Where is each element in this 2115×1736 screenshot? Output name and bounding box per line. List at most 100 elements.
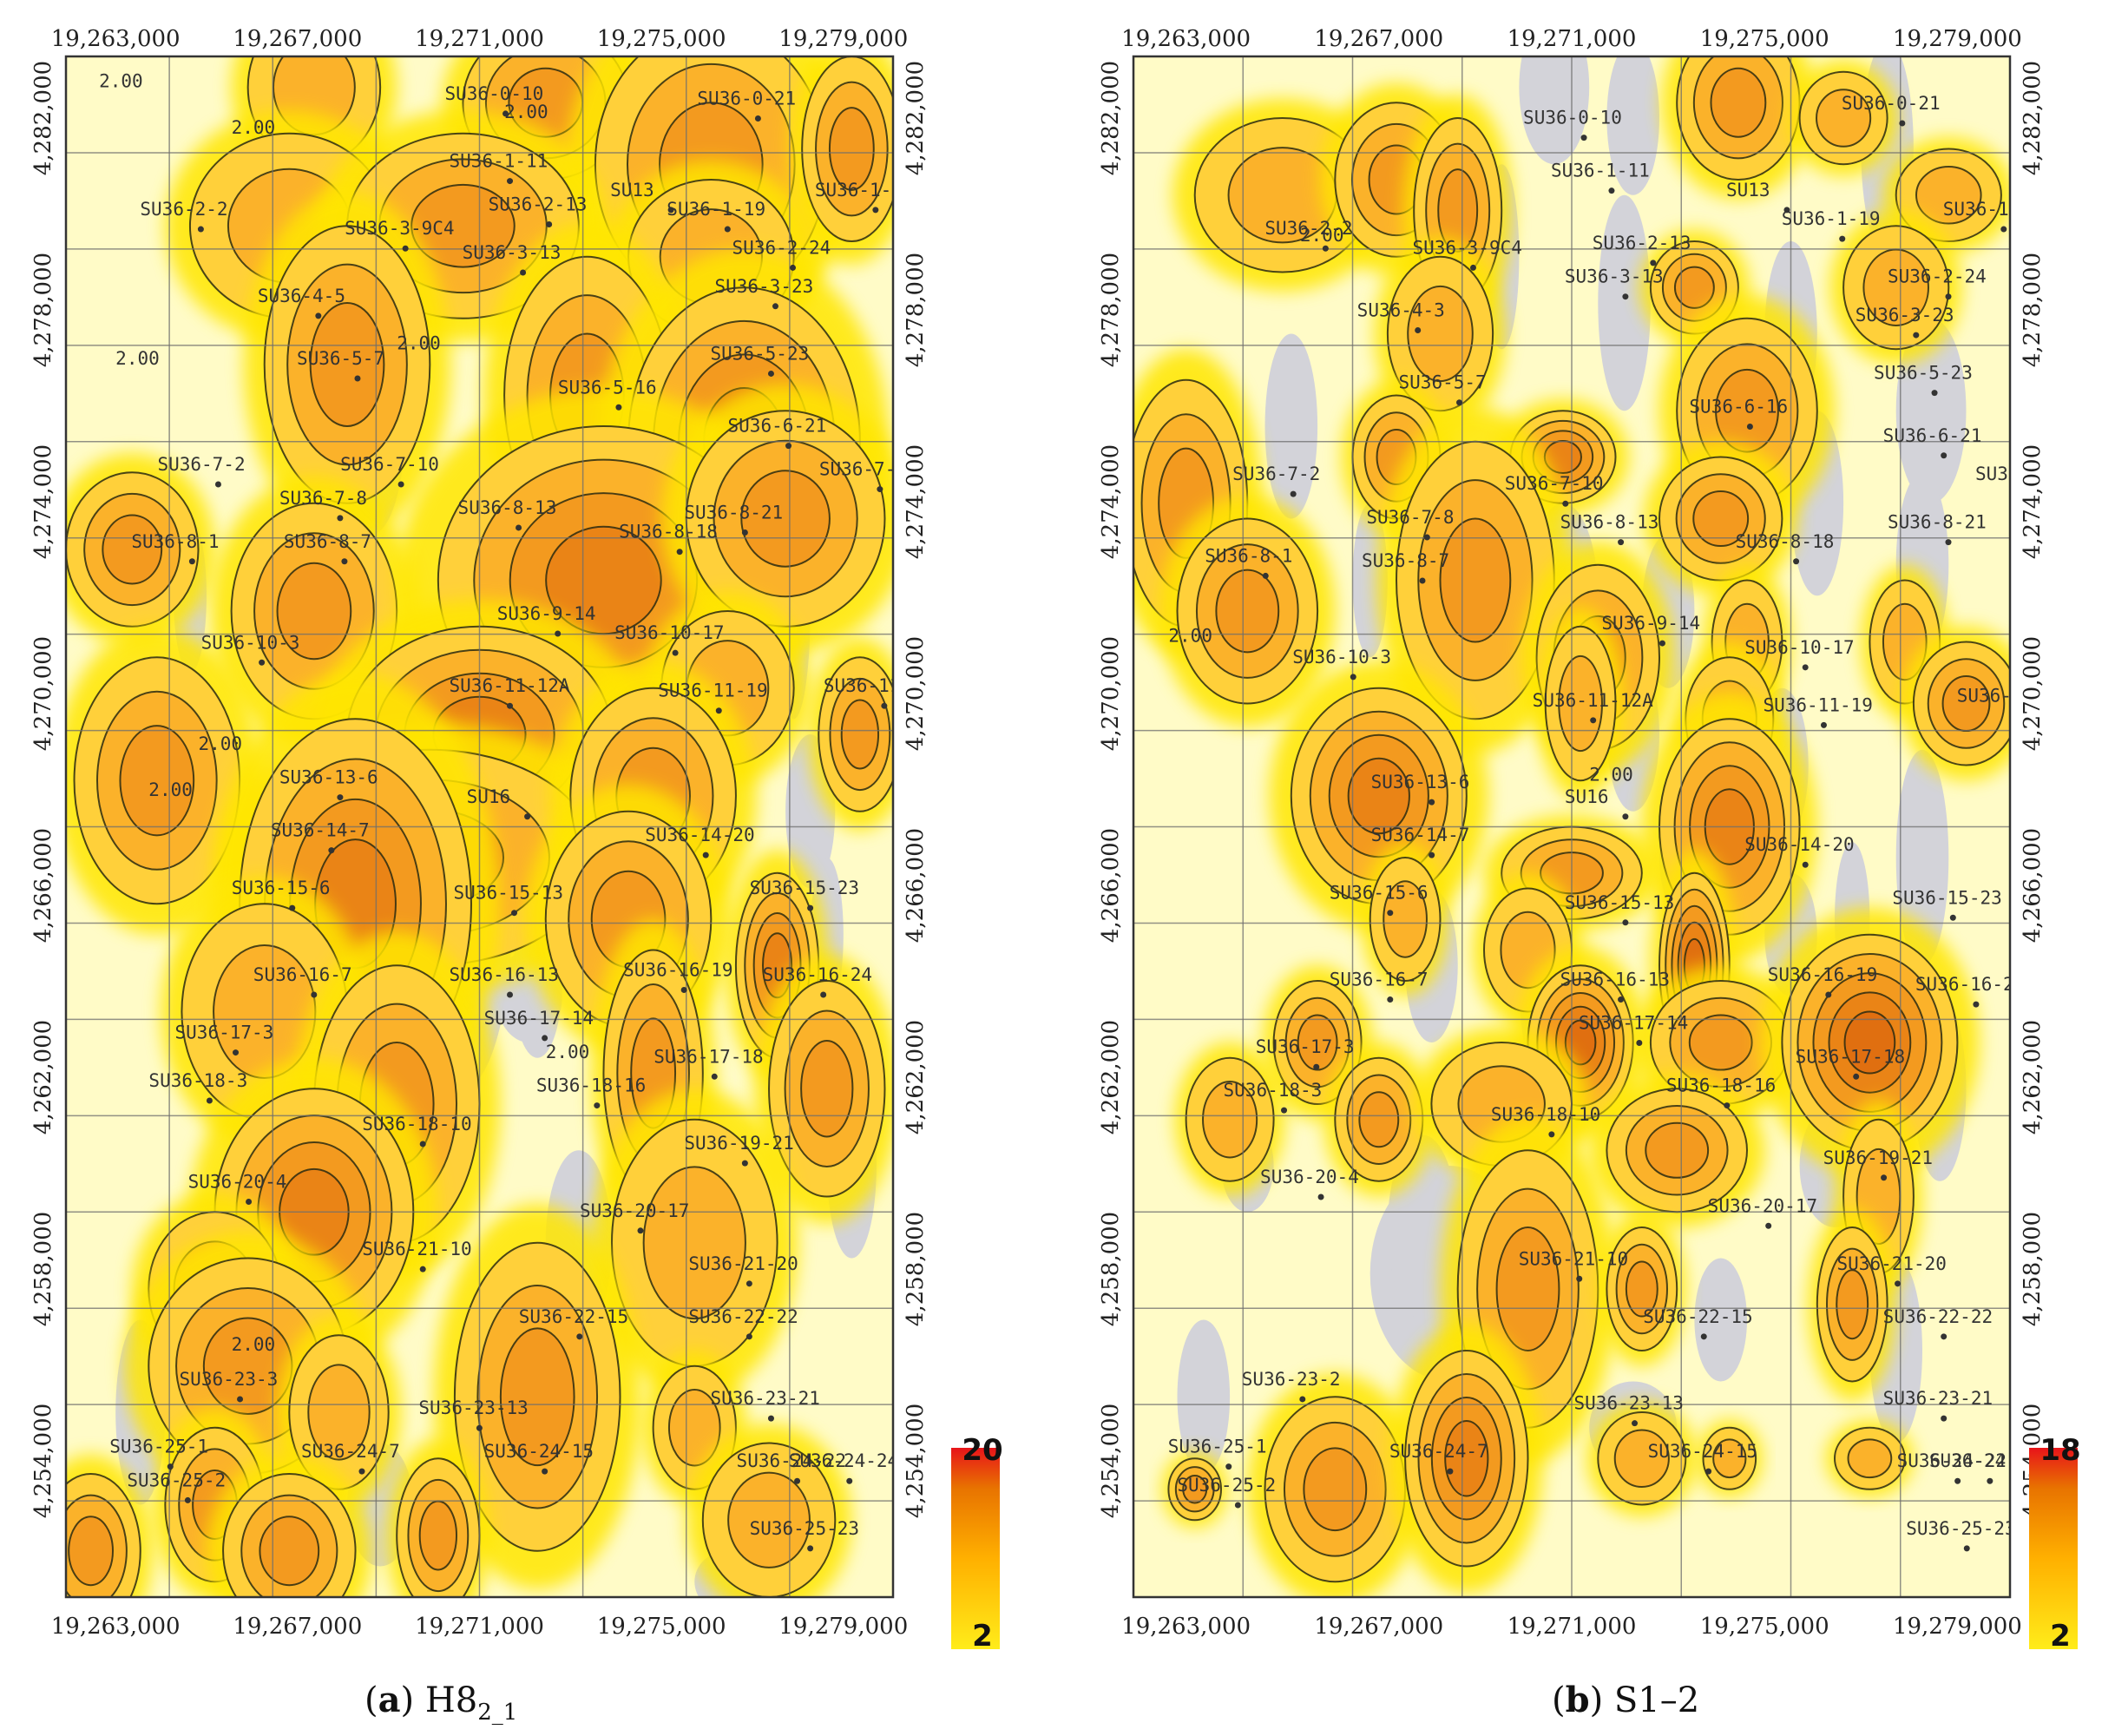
well-label: SU36-22-22 — [1883, 1306, 1993, 1327]
map-a: 2.002.002.002.002.002.002.002.002.00SU36… — [30, 26, 1003, 1654]
well-label: SU36-3-13 — [463, 242, 562, 263]
well-marker — [594, 1102, 601, 1109]
well-label: SU36-24-7 — [1389, 1441, 1488, 1462]
y-tick-left: 4,274,000 — [30, 444, 56, 559]
well-marker — [1622, 919, 1629, 926]
x-tick-bottom: 19,263,000 — [51, 1614, 181, 1640]
x-tick-top: 19,263,000 — [51, 26, 181, 52]
y-tick-right: 4,270,000 — [903, 636, 929, 751]
well-marker — [507, 178, 514, 185]
well-label: SU36-7-8 — [1366, 507, 1454, 528]
well-label: SU36-22-22 — [688, 1306, 798, 1327]
well-marker — [1622, 813, 1629, 820]
well-label: SU36-13-6 — [279, 767, 378, 788]
well-marker — [1299, 1396, 1306, 1403]
well-marker — [1820, 721, 1827, 728]
well-marker — [1447, 1468, 1454, 1475]
contour-line — [1688, 1014, 1753, 1071]
well-label: SU36-22-15 — [1643, 1306, 1752, 1327]
well-label: SU36-19-21 — [1823, 1147, 1933, 1168]
well-label: SU36-14-20 — [645, 825, 754, 845]
y-tick-left: 4,262,000 — [30, 1020, 56, 1134]
x-tick-bottom: 19,271,000 — [1507, 1614, 1637, 1640]
x-tick-bottom: 19,267,000 — [1314, 1614, 1443, 1640]
well-label: SU36-25-1 — [1168, 1437, 1267, 1457]
well-label: SU36-20-17 — [1708, 1195, 1817, 1216]
well-marker — [1724, 1102, 1731, 1109]
well-marker — [1387, 996, 1394, 1003]
well-marker — [337, 794, 344, 801]
well-label: SU36-5-16 — [558, 377, 657, 398]
well-marker — [233, 1049, 240, 1056]
well-marker — [2000, 226, 2007, 233]
well-label: SU36-7-8 — [279, 488, 367, 509]
well-marker — [724, 226, 731, 233]
well-label: SU36-18-3 — [1224, 1080, 1323, 1101]
well-marker — [197, 226, 204, 233]
x-tick-bottom: 19,275,000 — [597, 1614, 726, 1640]
contour-line — [411, 183, 516, 268]
y-tick-left: 4,262,000 — [1098, 1020, 1124, 1134]
well-label: SU36-16-24 — [1915, 974, 2025, 995]
well-label: SU36-19-21 — [684, 1133, 793, 1154]
contour-line — [1915, 165, 1982, 225]
well-marker — [794, 1477, 801, 1484]
y-tick-left: 4,278,000 — [1098, 253, 1124, 367]
well-label: SU36-23-3 — [180, 1369, 279, 1390]
map-b: 2.00 2.00 2.00 SU36-0-10 SU36-0-21 SU36-1-11 S… — [1098, 26, 2081, 1654]
well-label: SU36-0-10 — [1523, 108, 1622, 128]
well-marker — [1618, 539, 1625, 546]
y-tick-right: 4,278,000 — [903, 253, 929, 367]
well-marker — [1659, 640, 1665, 647]
contour-line — [1347, 757, 1410, 835]
well-marker — [1429, 799, 1435, 806]
well-marker — [1548, 1131, 1555, 1138]
x-tick-bottom: 19,267,000 — [233, 1614, 362, 1640]
well-marker — [1317, 1194, 1324, 1200]
well-label: SU36-24-15 — [484, 1441, 594, 1462]
well-label: SU36-7-24 — [1975, 464, 2074, 484]
well-label: SU36-18-10 — [1491, 1104, 1600, 1125]
well-marker — [1963, 1545, 1970, 1552]
well-label: SU16 — [467, 786, 511, 807]
x-tick-top: 19,271,000 — [415, 26, 544, 52]
y-tick-left: 4,266,000 — [30, 828, 56, 943]
well-label: SU36-16-19 — [623, 959, 732, 980]
well-label: SU36-0-21 — [697, 88, 796, 108]
well-marker — [1941, 1415, 1948, 1422]
well-label: SU36-21-10 — [1519, 1248, 1628, 1269]
well-marker — [419, 1141, 426, 1147]
well-label: SU36-16-19 — [1768, 964, 1877, 985]
contour-line — [1564, 1019, 1597, 1066]
well-label: SU36-11-12A — [1533, 690, 1653, 711]
well-marker — [1802, 664, 1809, 671]
well-marker — [354, 375, 361, 382]
x-tick-top: 19,263,000 — [1121, 26, 1251, 52]
well-marker — [402, 245, 409, 252]
well-marker — [872, 207, 879, 214]
well-marker — [807, 904, 814, 911]
y-tick-left: 4,270,000 — [1098, 636, 1124, 751]
well-label: SU36-11-19 — [658, 681, 767, 701]
contour-label: 2.00 — [546, 1042, 590, 1062]
contour-line — [1625, 1260, 1659, 1318]
x-tick-bottom: 19,279,000 — [1893, 1614, 2022, 1640]
well-label: SU36-14-7 — [271, 820, 370, 841]
contour-label: 2.00 — [99, 71, 143, 92]
contour-line — [1843, 1010, 1896, 1075]
x-tick-top: 19,279,000 — [1893, 26, 2022, 52]
well-label: SU36-23-2 — [1242, 1369, 1341, 1390]
well-marker — [1802, 861, 1809, 868]
well-label: SU36-2-24 — [1888, 266, 1987, 287]
x-tick-top: 19,275,000 — [1700, 26, 1829, 52]
well-marker — [1580, 135, 1587, 141]
contour-line — [1444, 1420, 1489, 1497]
well-marker — [511, 910, 518, 917]
well-label: SU36-8-18 — [619, 522, 718, 542]
contour-label: 2.00 — [1589, 764, 1633, 785]
well-label: SU36-1-26 — [1943, 199, 2042, 220]
well-marker — [877, 486, 883, 493]
y-tick-left: 4,270,000 — [30, 636, 56, 751]
well-label: SU36-5-23 — [710, 343, 809, 364]
colorbar — [951, 1448, 1000, 1649]
